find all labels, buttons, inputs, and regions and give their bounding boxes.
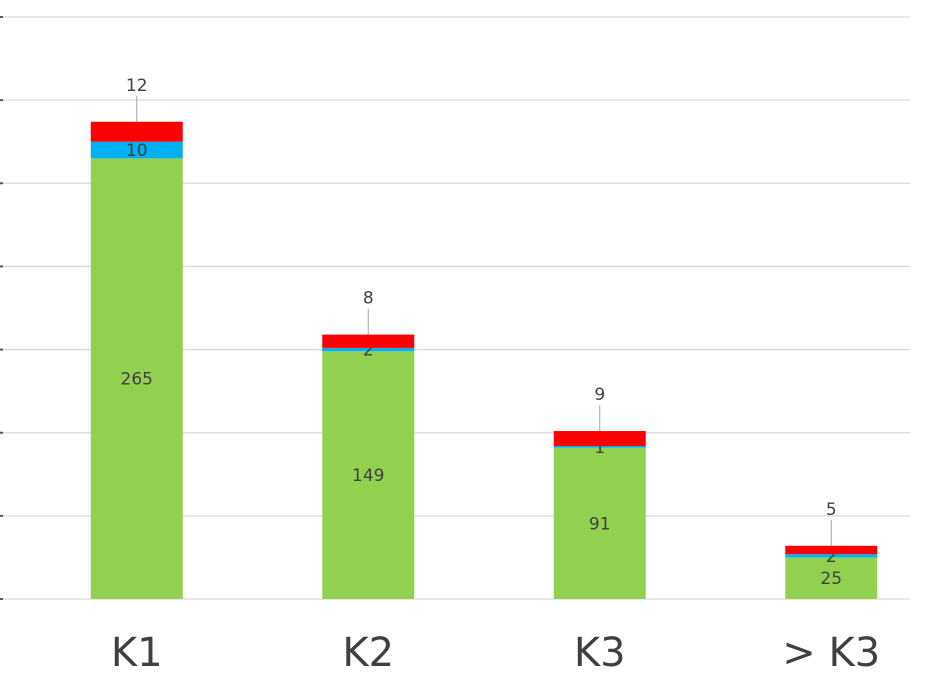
data-label: 1 xyxy=(594,438,605,458)
bar-segment xyxy=(553,447,646,599)
bar-segment xyxy=(90,121,183,142)
data-label: 12 xyxy=(126,76,148,96)
x-tick-label: K2 xyxy=(342,630,394,675)
bar-segment xyxy=(785,557,878,599)
bar-segment xyxy=(553,431,646,447)
bar-segment xyxy=(90,158,183,600)
data-label: 2 xyxy=(826,547,837,567)
data-label: 25 xyxy=(820,569,842,589)
x-tick-label: K1 xyxy=(111,630,163,675)
bar-segment xyxy=(322,347,415,352)
bar-segment xyxy=(553,446,646,448)
data-label: 91 xyxy=(589,514,611,534)
x-tick-label: K3 xyxy=(574,630,626,675)
data-label: 2 xyxy=(363,341,374,361)
bar-segment xyxy=(322,351,415,599)
data-label: 149 xyxy=(352,466,384,486)
bar-segment xyxy=(322,334,415,348)
bar-segment xyxy=(785,554,878,558)
data-label: 5 xyxy=(826,500,837,520)
bar-segment xyxy=(90,141,183,159)
x-tick-label: > K3 xyxy=(782,630,880,675)
bar-segment xyxy=(785,545,878,555)
data-label: 9 xyxy=(594,385,605,405)
data-label: 10 xyxy=(126,141,148,161)
data-label: 8 xyxy=(363,289,374,309)
data-label: 265 xyxy=(121,370,153,390)
